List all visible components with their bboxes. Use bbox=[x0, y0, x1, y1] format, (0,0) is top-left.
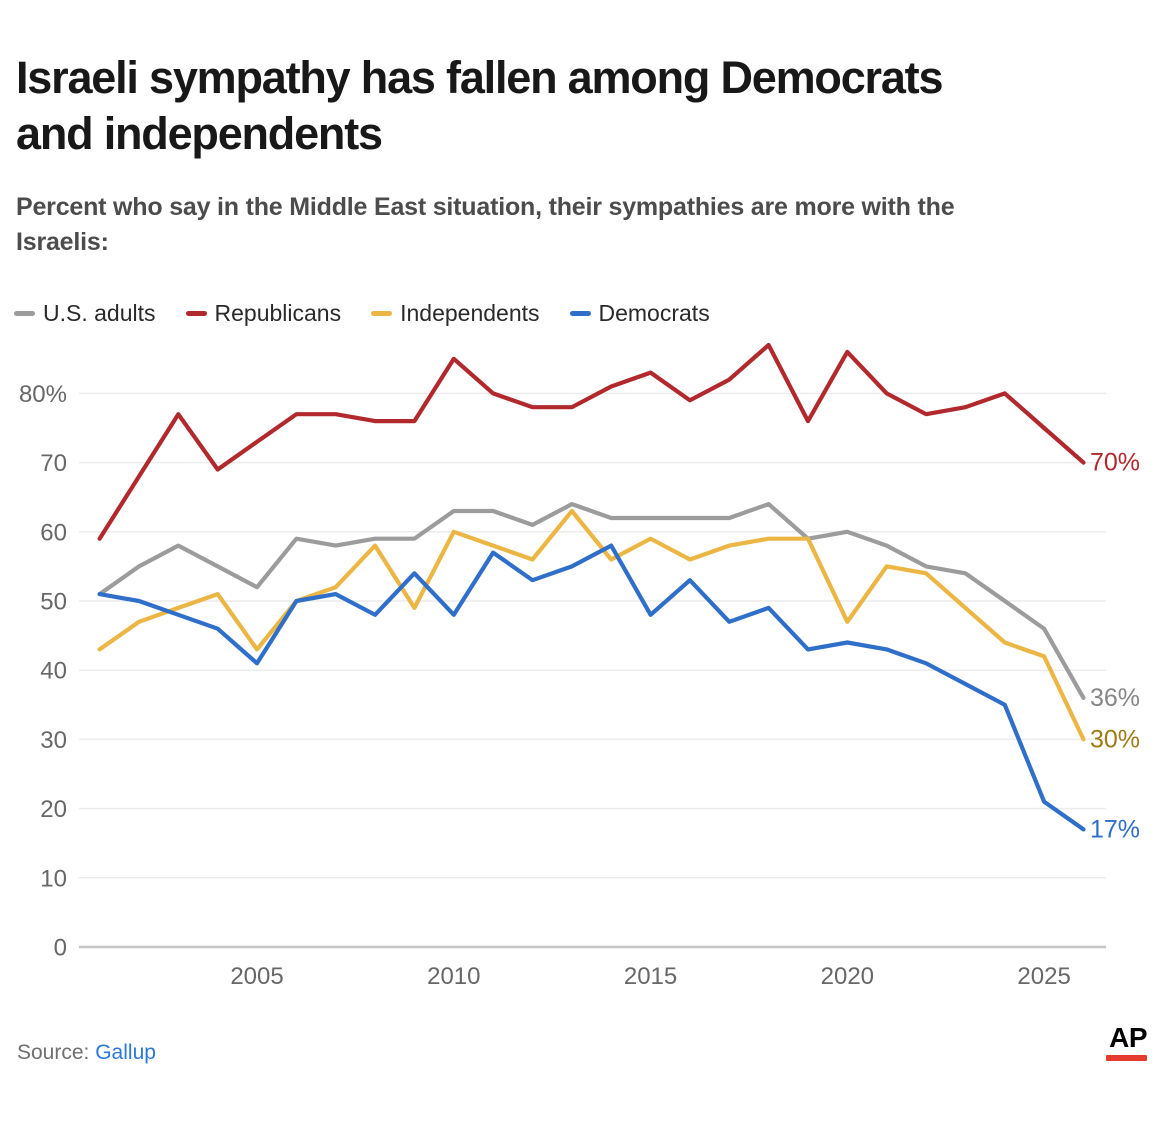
chart-subtitle-line1: Percent who say in the Middle East situa… bbox=[16, 193, 955, 221]
legend-label: Independents bbox=[400, 299, 540, 326]
legend-swatch-icon bbox=[14, 310, 35, 316]
chart-legend: U.S. adults Republicans Independents Democr… bbox=[14, 300, 710, 326]
series-line-independents bbox=[97, 508, 1086, 742]
legend-swatch-icon bbox=[185, 310, 207, 316]
legend-item-independents: Independents bbox=[371, 299, 540, 326]
source-link-gallup[interactable]: Gallup bbox=[95, 1041, 156, 1064]
legend-swatch-icon bbox=[371, 310, 393, 316]
end-label-republicans: 70% bbox=[1090, 449, 1140, 477]
y-tick-label-10: 10 bbox=[40, 865, 67, 892]
page-title-line2: and independents bbox=[16, 108, 383, 159]
x-tick-label-2015: 2015 bbox=[624, 963, 677, 990]
y-tick-label-0: 0 bbox=[54, 935, 67, 962]
series-line-democrats bbox=[97, 543, 1086, 832]
legend-item-u-s-adults: U.S. adults bbox=[14, 300, 156, 326]
x-tick-label-2025: 2025 bbox=[1017, 963, 1070, 990]
x-tick-label-2020: 2020 bbox=[821, 963, 874, 990]
legend-label: Democrats bbox=[598, 299, 710, 326]
ap-logo-text: AP bbox=[1109, 1022, 1147, 1053]
legend-item-democrats: Democrats bbox=[569, 299, 710, 326]
chart-subtitle-line2: Israelis: bbox=[16, 228, 109, 256]
y-tick-label-60: 60 bbox=[40, 519, 67, 546]
legend-label: U.S. adults bbox=[43, 299, 156, 326]
chart-subtitle: Percent who say in the Middle East situa… bbox=[16, 190, 1126, 260]
series-line-u-s-adults bbox=[97, 502, 1086, 701]
legend-swatch-icon bbox=[569, 310, 591, 316]
source-line: Source: Gallup bbox=[17, 1041, 156, 1065]
end-label-democrats: 17% bbox=[1090, 815, 1140, 843]
page-title-line1: Israeli sympathy has fallen among Democr… bbox=[16, 52, 943, 103]
ap-logo-red-bar-icon bbox=[1106, 1055, 1147, 1061]
end-label-u-s-adults: 36% bbox=[1090, 684, 1140, 712]
y-tick-label-40: 40 bbox=[40, 658, 67, 685]
y-tick-label-80: 80% bbox=[19, 381, 67, 408]
source-prefix: Source: bbox=[17, 1041, 96, 1064]
y-tick-label-50: 50 bbox=[40, 589, 67, 616]
y-tick-label-70: 70 bbox=[40, 450, 67, 477]
page-title: Israeli sympathy has fallen among Democr… bbox=[16, 50, 1136, 162]
series-line-republicans bbox=[97, 342, 1086, 541]
end-label-independents: 30% bbox=[1090, 725, 1140, 753]
legend-label: Republicans bbox=[214, 299, 342, 326]
legend-item-republicans: Republicans bbox=[185, 299, 342, 326]
y-tick-label-30: 30 bbox=[40, 727, 67, 754]
y-tick-label-20: 20 bbox=[40, 796, 67, 823]
x-tick-label-2005: 2005 bbox=[230, 963, 283, 990]
ap-logo: AP bbox=[1104, 1022, 1148, 1061]
x-tick-label-2010: 2010 bbox=[427, 963, 480, 990]
